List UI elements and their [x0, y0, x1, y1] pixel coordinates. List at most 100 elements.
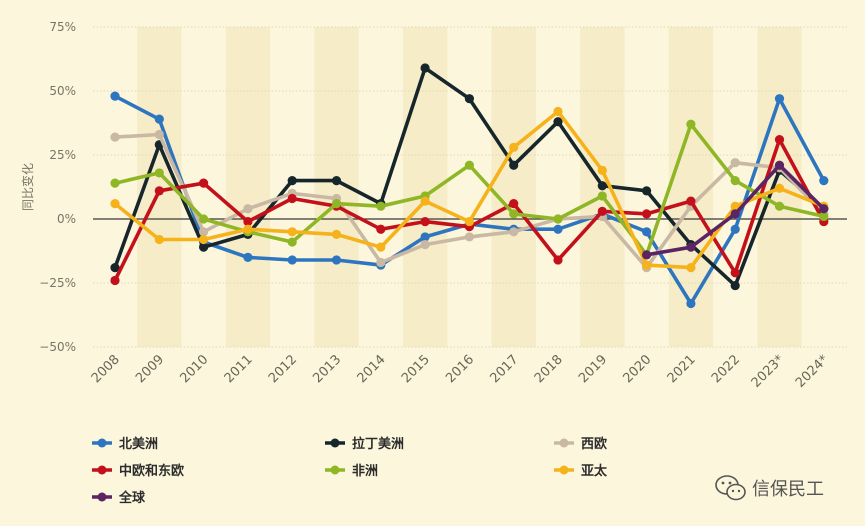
data-point [199, 234, 209, 245]
x-tick-label: 2010 [177, 352, 211, 386]
data-point [110, 263, 120, 273]
x-tick-label: 2024* [793, 352, 832, 391]
legend-item: 中欧和东欧 [92, 463, 184, 479]
data-point [243, 224, 253, 234]
y-tick-label: −50% [39, 340, 76, 354]
data-point [464, 94, 474, 104]
data-point [199, 178, 209, 188]
watermark: 信保民工 [715, 475, 824, 501]
data-point [376, 242, 386, 252]
x-tick-label: 2019 [576, 352, 610, 386]
data-point [597, 181, 607, 191]
legend-label: 非洲 [352, 463, 378, 479]
wechat-icon [715, 475, 746, 501]
y-tick-label: 0% [57, 212, 76, 226]
data-point [730, 268, 740, 278]
data-point [154, 114, 164, 124]
legend-item: 亚太 [554, 463, 608, 479]
data-point [287, 237, 297, 247]
x-tick-label: 2011 [222, 352, 256, 386]
legend-item: 非洲 [325, 463, 378, 479]
legend-swatch-marker [330, 465, 340, 475]
data-point [819, 176, 829, 186]
y-axis: 75% 50% 25% 0% −25% −50% [39, 20, 76, 354]
data-point [110, 132, 120, 142]
x-tick-label: 2008 [89, 352, 123, 386]
legend-label: 中欧和东欧 [119, 463, 184, 479]
data-point [287, 176, 297, 186]
legend-label: 亚太 [581, 463, 608, 479]
watermark-text: 信保民工 [752, 479, 824, 500]
bg-band [225, 27, 271, 347]
data-point [642, 227, 652, 237]
data-point [199, 242, 209, 252]
legend-label: 全球 [118, 490, 146, 506]
data-point [730, 176, 740, 186]
data-point [686, 298, 696, 309]
background-bands [137, 27, 802, 347]
data-point [420, 232, 430, 242]
data-point [730, 209, 740, 219]
data-point [376, 257, 386, 268]
data-point [597, 165, 607, 175]
x-tick-label: 2018 [532, 352, 566, 386]
data-point [464, 232, 474, 242]
legend-label: 拉丁美洲 [352, 436, 404, 452]
data-point [243, 252, 253, 262]
data-point [597, 206, 607, 216]
legend-swatch-marker [330, 438, 340, 448]
data-point [376, 224, 386, 234]
data-point [819, 211, 829, 222]
y-tick-label: 50% [49, 84, 76, 98]
data-point [686, 263, 696, 273]
series-拉丁美洲 [110, 63, 829, 291]
data-point [287, 193, 297, 204]
data-point [110, 275, 120, 286]
data-point [243, 204, 253, 214]
legend-label: 西欧 [581, 436, 607, 452]
data-point [774, 135, 785, 145]
legend-item: 拉丁美洲 [325, 436, 404, 452]
data-point [774, 160, 785, 170]
x-tick-label: 2021 [665, 352, 699, 386]
x-tick-label: 2015 [399, 352, 433, 386]
legend-item: 西欧 [554, 436, 607, 452]
x-tick-label: 2023* [749, 352, 788, 391]
data-point [509, 209, 519, 219]
legend-label: 北美洲 [119, 436, 158, 452]
data-point [509, 160, 519, 170]
data-point [730, 201, 740, 211]
data-point [509, 227, 519, 237]
x-tick-label: 2017 [488, 352, 522, 386]
data-point [553, 224, 563, 234]
data-point [199, 214, 209, 224]
data-point [420, 216, 430, 227]
data-point [686, 119, 696, 129]
data-point [243, 216, 253, 227]
data-point [819, 204, 829, 214]
data-point [597, 191, 607, 201]
data-point [110, 178, 120, 188]
data-point [553, 117, 563, 127]
data-point [730, 280, 740, 291]
data-point [287, 227, 297, 237]
x-tick-label: 2020 [620, 352, 654, 386]
data-point [509, 142, 519, 152]
data-point [774, 94, 785, 104]
data-point [331, 199, 342, 209]
data-point [509, 199, 519, 209]
data-point [553, 214, 563, 224]
data-point [553, 106, 563, 117]
legend-swatch-marker [559, 465, 569, 475]
bg-band [491, 27, 536, 347]
data-point [331, 229, 342, 239]
legend-item: 全球 [92, 490, 146, 506]
data-point [110, 91, 120, 101]
series-北美洲 [110, 91, 829, 309]
data-point [686, 196, 696, 206]
y-tick-label: −25% [39, 276, 76, 290]
data-point [331, 176, 342, 186]
